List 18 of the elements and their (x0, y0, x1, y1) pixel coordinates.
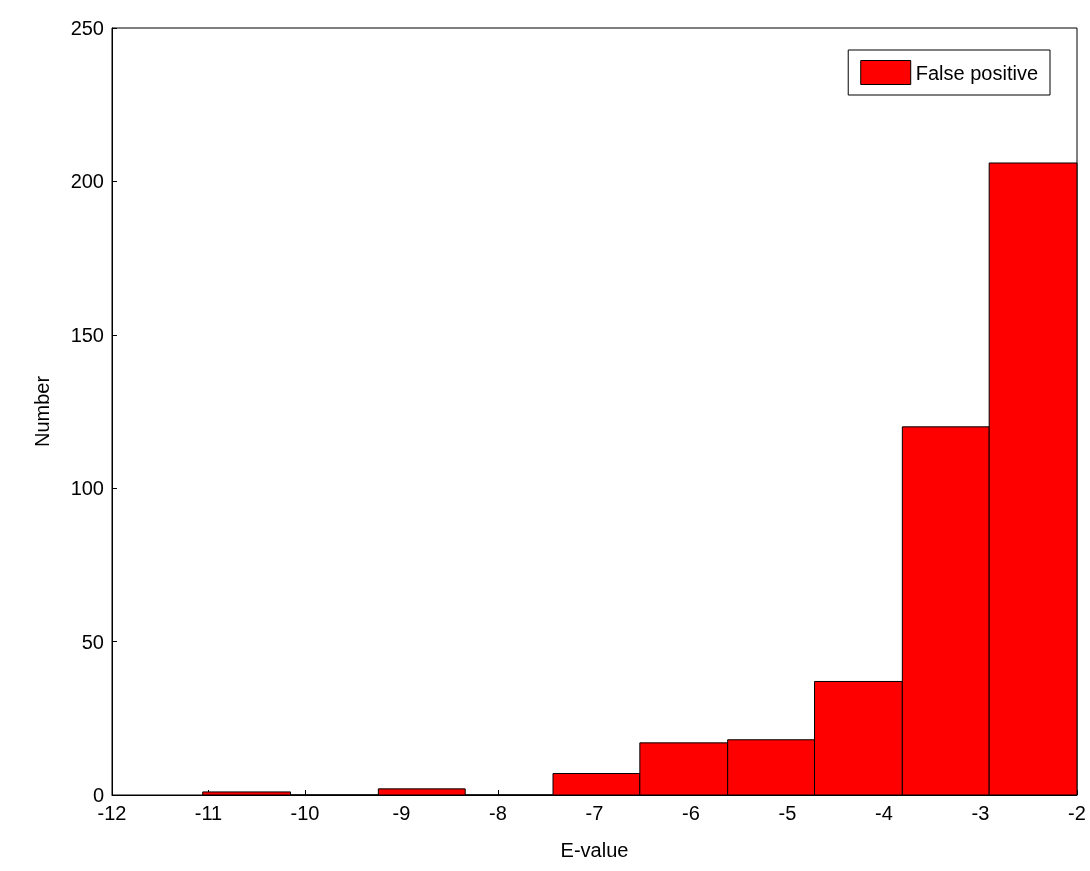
y-tick-label: 250 (70, 17, 104, 39)
x-tick-label: -6 (682, 802, 700, 824)
y-tick-label: 50 (81, 630, 104, 653)
x-tick-label: -11 (194, 802, 223, 824)
x-tick-label: -7 (585, 802, 604, 824)
x-tick-label: -9 (392, 802, 411, 824)
x-tick-label: -2 (1068, 802, 1086, 824)
x-tick-label: -10 (290, 802, 320, 824)
x-tick-label: -5 (778, 802, 797, 824)
x-axis-title: E-value (560, 839, 629, 861)
y-tick-label: 150 (70, 323, 104, 346)
x-tick-label: -8 (489, 802, 507, 824)
x-tick-label: -4 (875, 802, 893, 824)
y-tick-label: 100 (70, 477, 104, 500)
y-tick-label: 200 (70, 170, 104, 193)
y-axis-title: Number (31, 375, 53, 448)
x-tick-label: -3 (971, 802, 990, 824)
legend-label: False positive (915, 61, 1039, 84)
